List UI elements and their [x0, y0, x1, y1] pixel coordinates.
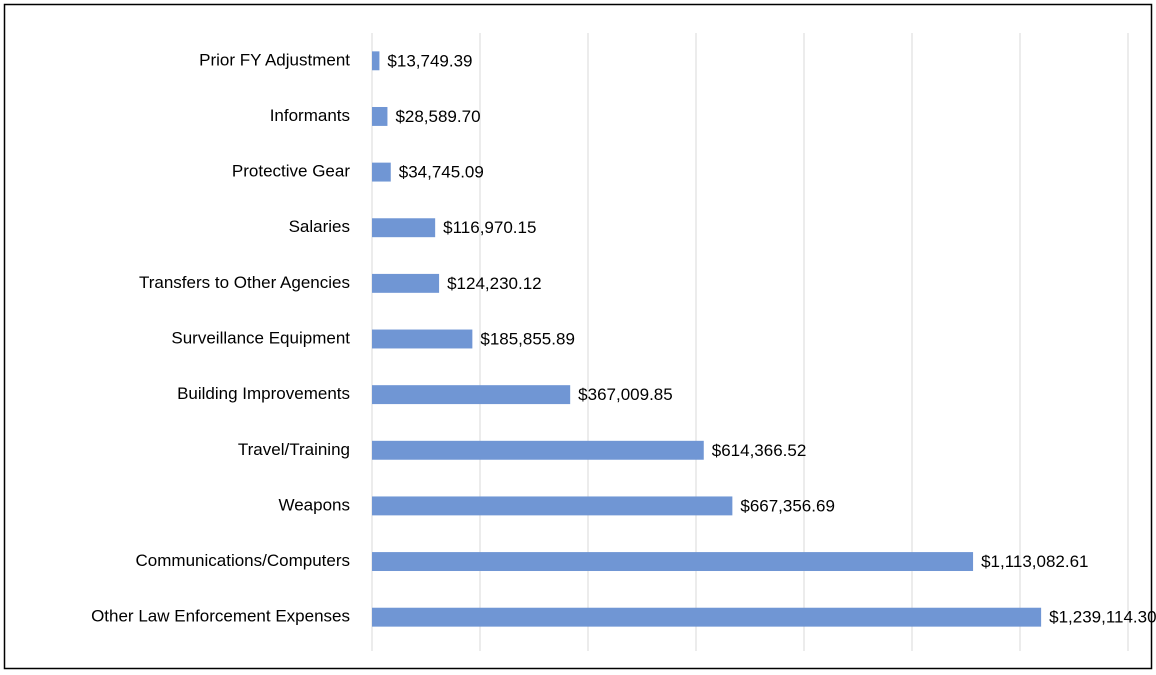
data-label: $1,239,114.30 — [1049, 608, 1156, 627]
data-label: $28,589.70 — [395, 107, 480, 126]
y-tick-label: Building Improvements — [177, 384, 350, 403]
y-tick-label: Prior FY Adjustment — [199, 50, 350, 69]
data-label: $1,113,082.61 — [981, 552, 1088, 571]
bar — [372, 218, 436, 238]
y-tick-label: Other Law Enforcement Expenses — [91, 607, 350, 626]
y-tick-label: Weapons — [278, 495, 350, 514]
data-label: $667,356.69 — [740, 496, 835, 515]
data-label: $124,230.12 — [447, 274, 542, 293]
y-tick-label: Surveillance Equipment — [171, 328, 350, 347]
bar — [372, 329, 473, 349]
bar — [372, 440, 704, 460]
bar — [372, 51, 380, 71]
data-label: $116,970.15 — [443, 218, 536, 237]
bar — [372, 552, 974, 572]
y-tick-label: Communications/Computers — [136, 551, 350, 570]
y-tick-label: Salaries — [289, 217, 350, 236]
data-label: $614,366.52 — [712, 441, 807, 460]
y-tick-label: Travel/Training — [238, 440, 350, 459]
bar — [372, 162, 391, 182]
data-label: $13,749.39 — [387, 51, 472, 70]
y-tick-label: Protective Gear — [232, 162, 350, 181]
y-tick-label: Transfers to Other Agencies — [139, 273, 350, 292]
data-label: $185,855.89 — [480, 329, 575, 348]
bar — [372, 607, 1042, 627]
bar — [372, 385, 571, 405]
bar — [372, 496, 733, 516]
data-label: $34,745.09 — [399, 163, 484, 182]
data-label: $367,009.85 — [578, 385, 673, 404]
bar — [372, 106, 388, 126]
bar — [372, 273, 440, 293]
y-tick-label: Informants — [270, 106, 350, 125]
